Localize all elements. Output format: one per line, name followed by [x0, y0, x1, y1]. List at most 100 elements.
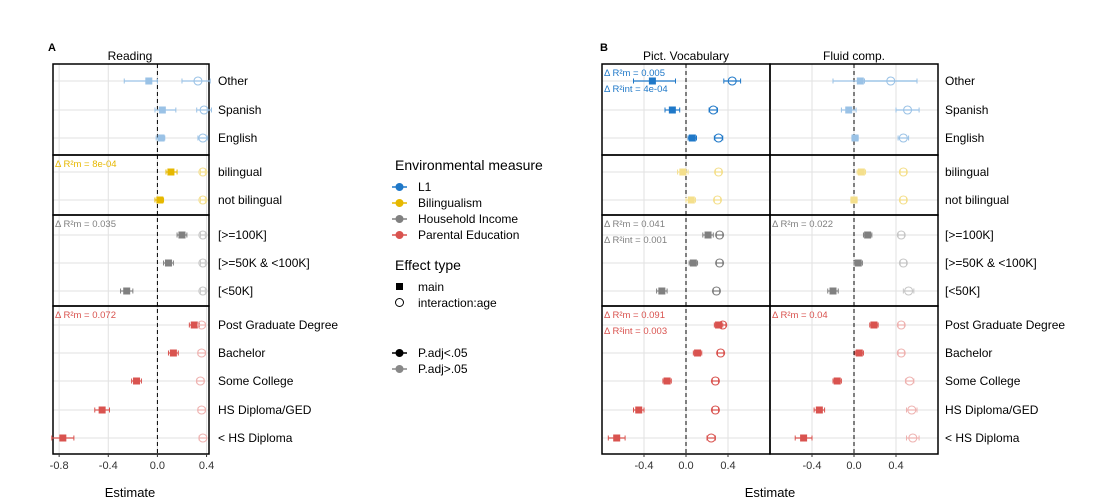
point-interaction-english: [898, 133, 908, 143]
category-label-bilingual: bilingual: [218, 165, 262, 179]
point-main-bilingual: [167, 168, 175, 176]
legend-label-l1: L1: [418, 180, 432, 194]
point-interaction-hs-diploma: [908, 433, 918, 443]
point-main-50k-100k: [164, 259, 172, 267]
annotation-delta-r2: Δ R²m = 0.04: [772, 310, 828, 321]
legend-title-effect: Effect type: [395, 257, 461, 273]
point-main-bachelor: [855, 349, 863, 357]
legend-dot-bilingualism-icon: [395, 199, 404, 207]
annotation-delta-r2: Δ R²m = 8e-04: [55, 159, 117, 170]
point-interaction-english: [198, 133, 208, 143]
category-label-50k: [<50K]: [945, 284, 980, 298]
point-main-other: [856, 77, 864, 85]
category-label-hs-diploma: < HS Diploma: [218, 431, 293, 445]
category-label-other: Other: [945, 74, 975, 88]
category-label-bachelor: Bachelor: [945, 346, 992, 360]
annotation-delta-r2: Δ R²m = 0.022: [772, 219, 833, 230]
category-label-post-graduate-degree: Post Graduate Degree: [218, 318, 338, 332]
legend-significance: P.adj<.05 P.adj>.05: [392, 346, 468, 376]
category-label-some-college: Some College: [945, 374, 1021, 388]
point-main-100k: [704, 231, 712, 239]
legend-sig-label: P.adj<.05: [418, 346, 468, 360]
x-tick-label: -0.4: [99, 460, 118, 472]
point-main-hs-diploma: [613, 434, 621, 442]
point-interaction-post-graduate-degree: [197, 320, 207, 330]
point-main-100k: [864, 231, 872, 239]
legend-label-bilingualism: Bilingualism: [418, 196, 482, 210]
point-main-some-college: [663, 377, 671, 385]
point-interaction-not-bilingual: [712, 195, 723, 205]
x-tick-label: -0.4: [803, 460, 822, 472]
point-interaction-bachelor: [896, 348, 906, 358]
annotation-delta-r2: Δ R²m = 0.041: [604, 219, 665, 230]
legend-dot-household-income-icon: [395, 215, 404, 223]
facet-title-reading: Reading: [108, 49, 153, 63]
point-interaction-other: [727, 76, 737, 86]
legend-dot-parental-education-icon: [395, 231, 404, 239]
panel-letter-a: A: [48, 42, 56, 54]
facet-reading: Δ R²m = 8e-04 Δ R²m = 0.035 Δ R²m = 0.072 -…: [50, 63, 338, 472]
x-tick-label: -0.8: [50, 460, 69, 472]
point-interaction-english: [713, 133, 724, 143]
point-interaction-other: [193, 76, 203, 86]
point-main-other: [648, 77, 656, 85]
legend-title-env: Environmental measure: [395, 157, 543, 173]
x-tick-label: 0.0: [846, 460, 861, 472]
point-main-hs-diploma: [59, 434, 67, 442]
point-main-other: [145, 77, 153, 85]
point-interaction-100k: [198, 230, 208, 240]
point-interaction-bilingual: [898, 167, 908, 177]
point-interaction-not-bilingual: [198, 195, 208, 205]
annotation-delta-r2: Δ R²int = 0.003: [604, 326, 667, 337]
category-label-spanish: Spanish: [945, 103, 988, 117]
point-main-english: [157, 134, 165, 142]
point-main-english: [688, 134, 696, 142]
annotation-delta-r2: Δ R²int = 4e-04: [604, 84, 668, 95]
point-interaction-50k-100k: [715, 258, 725, 268]
point-main-bachelor: [694, 349, 702, 357]
category-label-50k-100k: [>=50K & <100K]: [945, 256, 1037, 270]
group-border-parental-education: [52, 305, 210, 455]
category-label-some-college: Some College: [218, 374, 294, 388]
point-main-hs-diploma-ged: [815, 406, 823, 414]
category-label-post-graduate-degree: Post Graduate Degree: [945, 318, 1065, 332]
point-main-english: [851, 134, 859, 142]
x-tick-label: 0.4: [199, 460, 214, 472]
point-main-50k-100k: [854, 259, 862, 267]
category-label-spanish: Spanish: [218, 103, 261, 117]
legend-interaction-circle-icon: [395, 298, 404, 307]
x-tick-label: 0.0: [150, 460, 165, 472]
legend-sig-dot-icon: [395, 349, 404, 357]
point-interaction-spanish: [199, 105, 209, 115]
point-main-bilingual: [679, 168, 687, 176]
point-main-spanish: [158, 106, 166, 114]
point-interaction-bilingual: [198, 167, 208, 177]
point-interaction-some-college: [905, 376, 915, 386]
point-interaction-bachelor: [716, 348, 726, 358]
point-main-50k: [658, 287, 666, 295]
point-main-not-bilingual: [687, 196, 695, 204]
legend-dot-l1-icon: [395, 183, 404, 191]
category-label-100k: [>=100K]: [945, 228, 994, 242]
point-interaction-post-graduate-degree: [896, 320, 906, 330]
annotation-delta-r2: Δ R²m = 0.035: [55, 219, 116, 230]
point-interaction-hs-diploma-ged: [197, 405, 207, 415]
point-main-50k: [829, 287, 837, 295]
point-interaction-spanish: [708, 105, 718, 115]
annotation-delta-r2: Δ R²m = 0.072: [55, 310, 116, 321]
legend-effect-main: main: [418, 280, 444, 294]
x-tick-label: 0.4: [720, 460, 735, 472]
point-main-hs-diploma: [800, 434, 808, 442]
point-interaction-some-college: [195, 376, 205, 386]
point-main-not-bilingual: [156, 196, 164, 204]
category-label-100k: [>=100K]: [218, 228, 267, 242]
point-interaction-spanish: [902, 105, 913, 115]
category-label-hs-diploma-ged: HS Diploma/GED: [218, 403, 312, 417]
point-interaction-100k: [896, 230, 906, 240]
legend-effect-type: Effect type main interaction:age: [395, 257, 497, 310]
annotation-delta-r2: Δ R²m = 0.005: [604, 68, 665, 79]
category-label-50k: [<50K]: [218, 284, 253, 298]
legend-nonsig-dot-icon: [395, 365, 404, 373]
legend-nonsig-label: P.adj>.05: [418, 362, 468, 376]
